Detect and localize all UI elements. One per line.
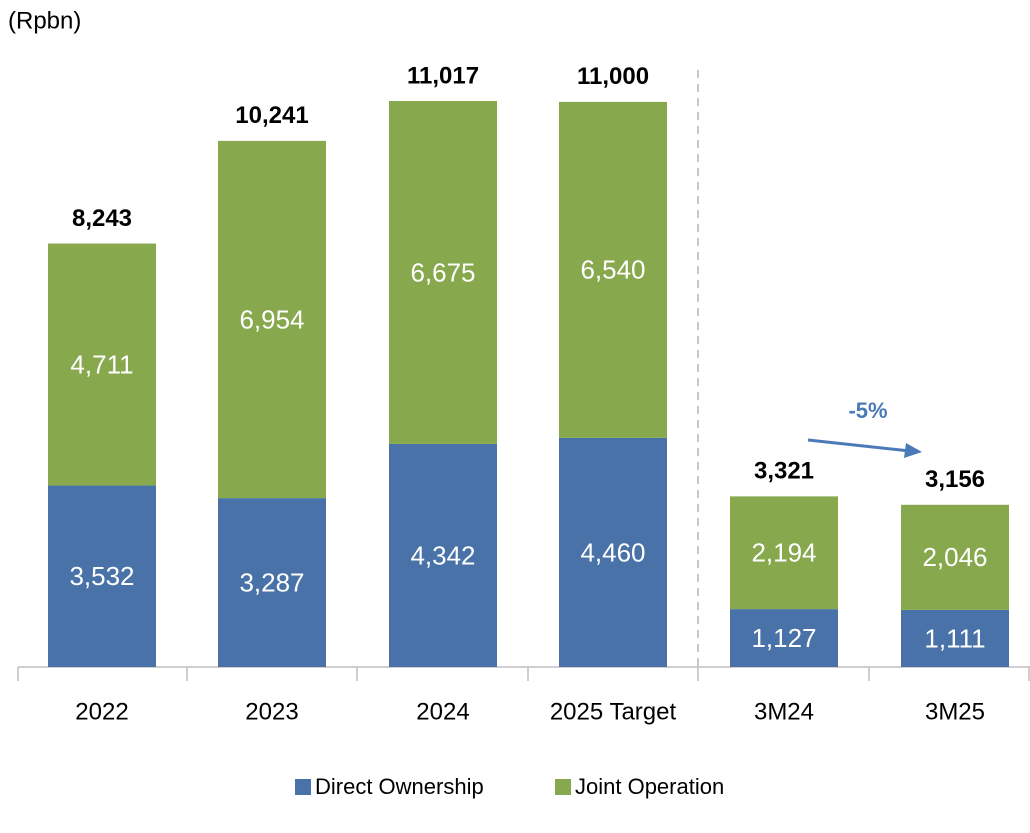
total-label: 10,241 xyxy=(235,102,308,129)
bar-segment xyxy=(389,101,497,444)
annotation: -5% xyxy=(848,398,887,423)
bar-segment xyxy=(48,243,156,486)
x-tick-label: 2024 xyxy=(416,698,469,725)
value-label: 3,287 xyxy=(239,567,304,597)
x-tick-label: 2023 xyxy=(245,698,298,725)
bar-segment xyxy=(901,609,1009,667)
legend-swatch xyxy=(555,779,571,795)
bar-segment xyxy=(389,443,497,667)
x-tick-label: 2022 xyxy=(75,698,128,725)
bar-segment xyxy=(559,437,667,667)
total-label: 11,017 xyxy=(407,62,479,89)
annotation-arrowhead xyxy=(904,443,922,458)
x-tick-label: 3M24 xyxy=(754,698,814,725)
value-label: 6,675 xyxy=(410,257,475,287)
legend-label: Direct Ownership xyxy=(315,774,484,799)
total-label: 3,321 xyxy=(754,458,814,485)
total-label: 3,156 xyxy=(925,466,985,493)
bar-segment xyxy=(730,609,838,667)
bar-segment xyxy=(48,485,156,667)
legend-swatch xyxy=(295,779,311,795)
value-label: 2,046 xyxy=(922,542,987,572)
value-label: 1,127 xyxy=(751,623,816,653)
x-tick-label: 3M25 xyxy=(925,698,985,725)
bar-segment xyxy=(218,498,326,667)
value-label: 6,954 xyxy=(239,304,304,334)
legend-label: Joint Operation xyxy=(575,774,724,799)
value-label: 4,711 xyxy=(70,349,133,379)
total-label: 11,000 xyxy=(577,63,649,90)
value-label: 3,532 xyxy=(69,561,134,591)
bar-segment xyxy=(730,496,838,610)
value-label: 6,540 xyxy=(580,255,645,285)
unit-label: (Rpbn) xyxy=(8,7,81,34)
total-label: 8,243 xyxy=(72,205,132,232)
value-label: 1,111 xyxy=(924,623,985,653)
value-label: 2,194 xyxy=(751,538,816,568)
bar-segment xyxy=(901,504,1009,610)
value-label: 4,460 xyxy=(580,537,645,567)
value-label: 4,342 xyxy=(410,540,475,570)
bar-segment xyxy=(218,140,326,499)
annotation-arrow xyxy=(807,438,911,453)
bar-segment xyxy=(559,101,667,438)
x-tick-label: 2025 Target xyxy=(550,698,677,725)
